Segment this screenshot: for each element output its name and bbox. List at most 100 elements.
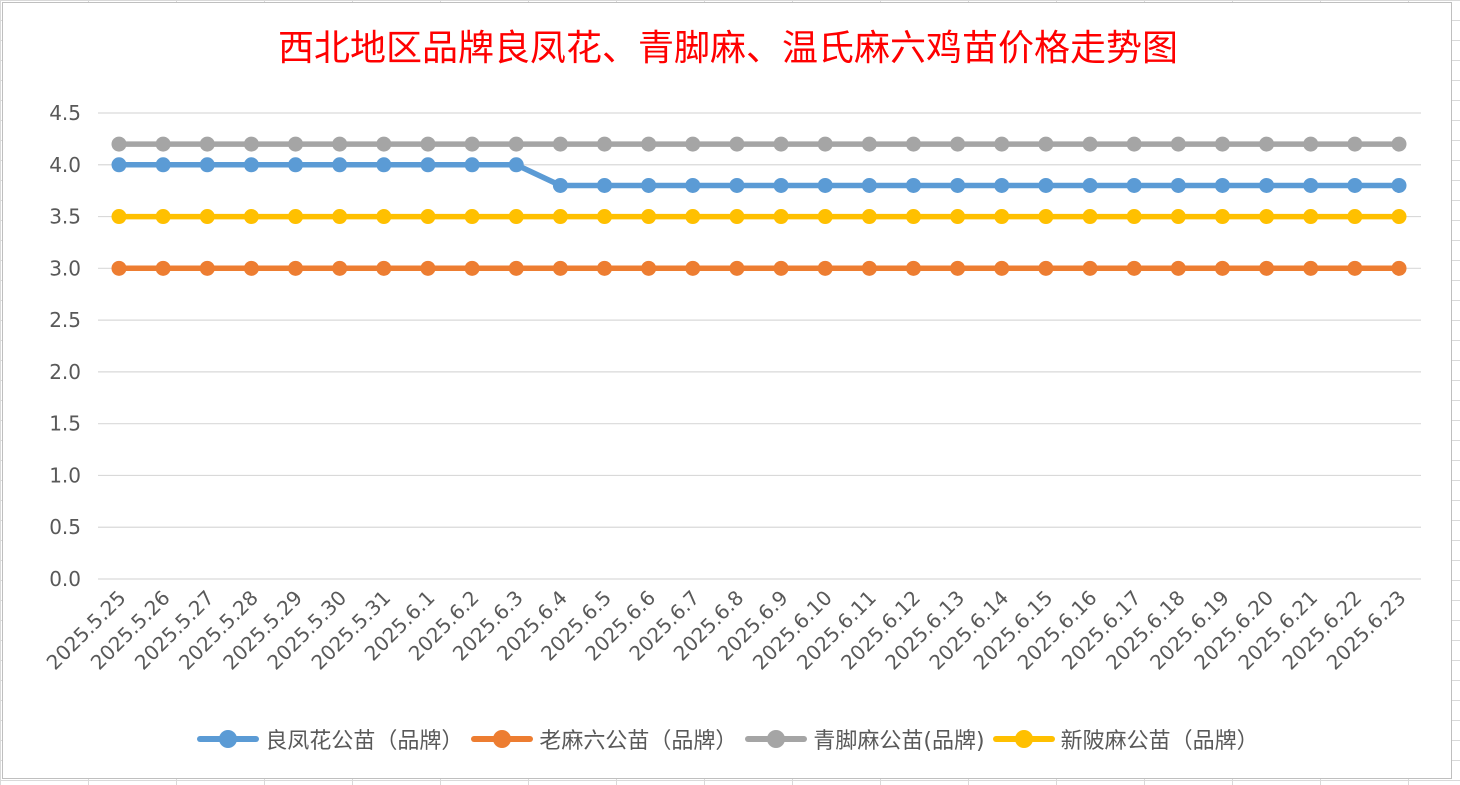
data-point [1214,136,1230,152]
data-point [1347,136,1363,152]
data-point [1214,260,1230,276]
data-point [376,157,392,173]
legend-marker [197,728,260,750]
data-point [420,136,436,152]
data-point [1391,177,1407,193]
data-point [1082,260,1098,276]
legend-dot [219,730,238,748]
data-point [817,209,833,225]
data-point [905,260,921,276]
x-axis-ticks: 2025.5.252025.5.262025.5.272025.5.282025… [42,586,1411,675]
y-tick-label: 4.5 [49,101,81,125]
legend: 良凤花公苗（品牌） 老麻六公苗（品牌） 青脚麻公苗(品牌) 新陂麻公苗（品牌） [3,723,1453,755]
data-point [994,209,1010,225]
data-point [1038,260,1054,276]
data-point [1303,260,1319,276]
data-point [199,260,215,276]
series-line [116,162,1402,189]
data-point [685,209,701,225]
data-point [376,260,392,276]
data-point [508,136,524,152]
data-point [729,260,745,276]
data-point [773,177,789,193]
legend-item: 新陂麻公苗（品牌） [992,723,1259,755]
data-point [1126,209,1142,225]
data-point [552,177,568,193]
data-point [950,260,966,276]
data-point [641,136,657,152]
y-tick-label: 0.0 [49,567,81,591]
legend-item: 良凤花公苗（品牌） [197,723,463,755]
data-point [817,177,833,193]
data-point [332,260,348,276]
data-point [1038,177,1054,193]
data-point [1391,260,1407,276]
data-point [773,136,789,152]
data-point [861,260,877,276]
data-point [685,136,701,152]
data-point [950,177,966,193]
data-point [597,177,613,193]
data-point [508,157,524,173]
y-axis-ticks: 0.0 0.5 1.0 1.5 2.0 2.5 3.0 3.5 4.0 4.5 [49,101,81,591]
chart-title: 西北地区品牌良凤花、青脚麻、温氏麻六鸡苗价格走势图 [277,28,1178,69]
data-point [861,177,877,193]
data-point [508,260,524,276]
data-point [1303,136,1319,152]
data-point [641,209,657,225]
data-point [1082,209,1098,225]
data-point [1303,177,1319,193]
data-point [155,157,171,173]
legend-marker [992,728,1055,750]
data-point [1347,209,1363,225]
data-point [243,136,259,152]
data-point [1303,209,1319,225]
data-point [464,136,480,152]
data-point [1082,177,1098,193]
data-point [950,209,966,225]
y-tick-label: 1.0 [49,463,81,487]
legend-marker [745,728,808,750]
data-point [243,260,259,276]
data-point [685,260,701,276]
data-point [1038,136,1054,152]
data-point [729,136,745,152]
legend-marker [471,728,534,750]
legend-label: 老麻六公苗（品牌） [539,729,738,754]
data-point [288,209,304,225]
data-point [111,157,127,173]
data-point [597,136,613,152]
data-point [111,260,127,276]
data-point [950,136,966,152]
data-point [1391,136,1407,152]
legend-dot [767,730,786,748]
y-tick-label: 0.5 [49,515,81,539]
data-point [817,136,833,152]
data-point [1391,209,1407,225]
data-point [155,260,171,276]
data-point [111,209,127,225]
data-point [332,157,348,173]
data-point [464,157,480,173]
y-tick-label: 2.5 [49,308,81,332]
data-point [994,177,1010,193]
data-point [155,209,171,225]
data-point [288,157,304,173]
data-point [729,177,745,193]
y-tick-label: 1.5 [49,412,81,436]
data-point [1170,209,1186,225]
data-point [641,177,657,193]
data-point [597,260,613,276]
data-point [817,260,833,276]
data-point [332,136,348,152]
legend-label: 良凤花公苗（品牌） [265,729,464,754]
data-point [1170,136,1186,152]
data-point [288,260,304,276]
data-point [1259,260,1275,276]
data-point [1170,177,1186,193]
legend-item: 老麻六公苗（品牌） [471,723,737,755]
data-point [861,136,877,152]
legend-dot [493,730,512,748]
data-point [376,136,392,152]
